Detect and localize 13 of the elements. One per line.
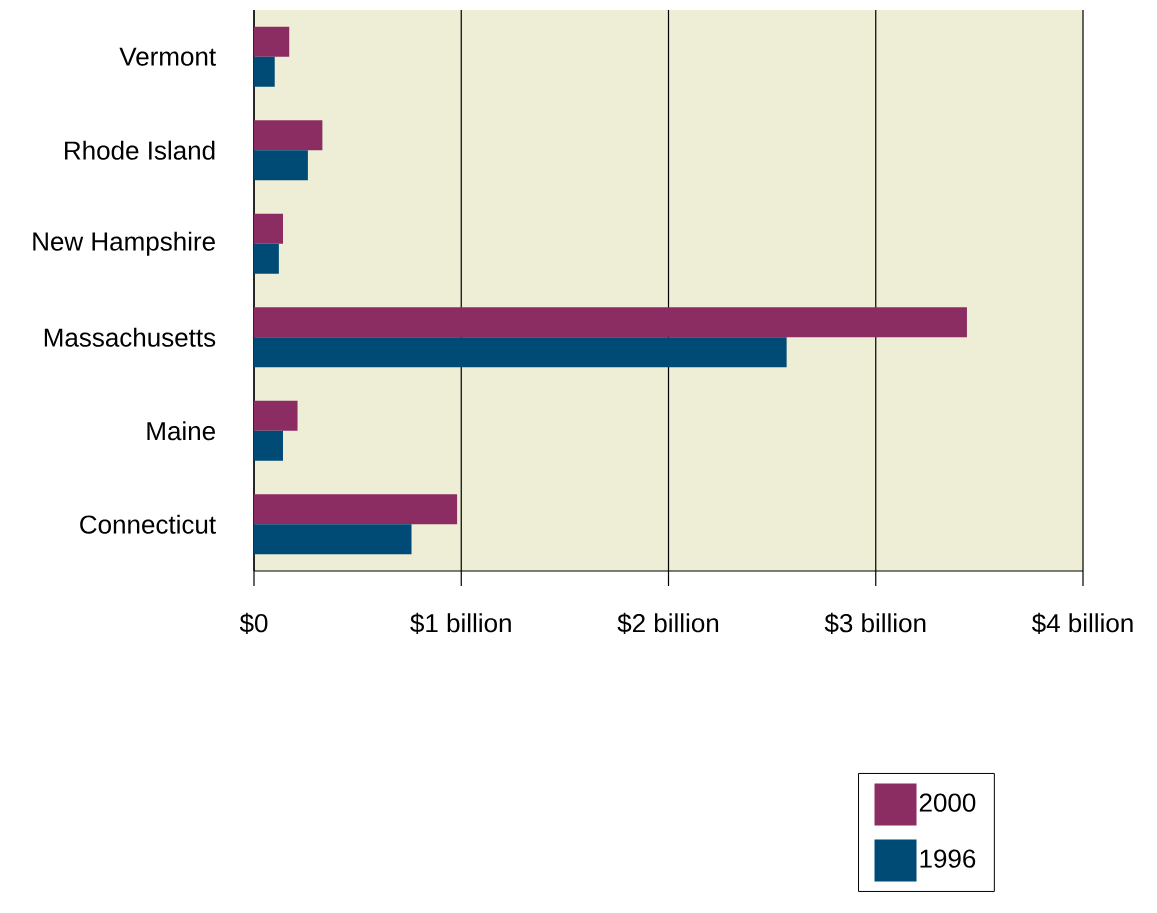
x-tick-label: $4 billion — [1031, 612, 1133, 634]
x-tick-label: $3 billion — [824, 612, 926, 634]
y-tick-label: New Hampshire — [33, 231, 215, 256]
y-tick-label: Connecticut — [80, 514, 216, 534]
x-tick-label: $0 — [239, 612, 268, 634]
y-tick-label: Maine — [147, 421, 215, 441]
x-tick-label: $1 billion — [410, 612, 511, 634]
legend-label: 2000 — [919, 793, 976, 812]
x-tick-label: $2 billion — [617, 612, 719, 634]
y-tick-label: Rhode Island — [65, 140, 215, 160]
legend-label: 1996 — [920, 849, 976, 868]
y-tick-label: Massachusetts — [44, 327, 216, 347]
y-tick-label: Vermont — [119, 47, 216, 66]
